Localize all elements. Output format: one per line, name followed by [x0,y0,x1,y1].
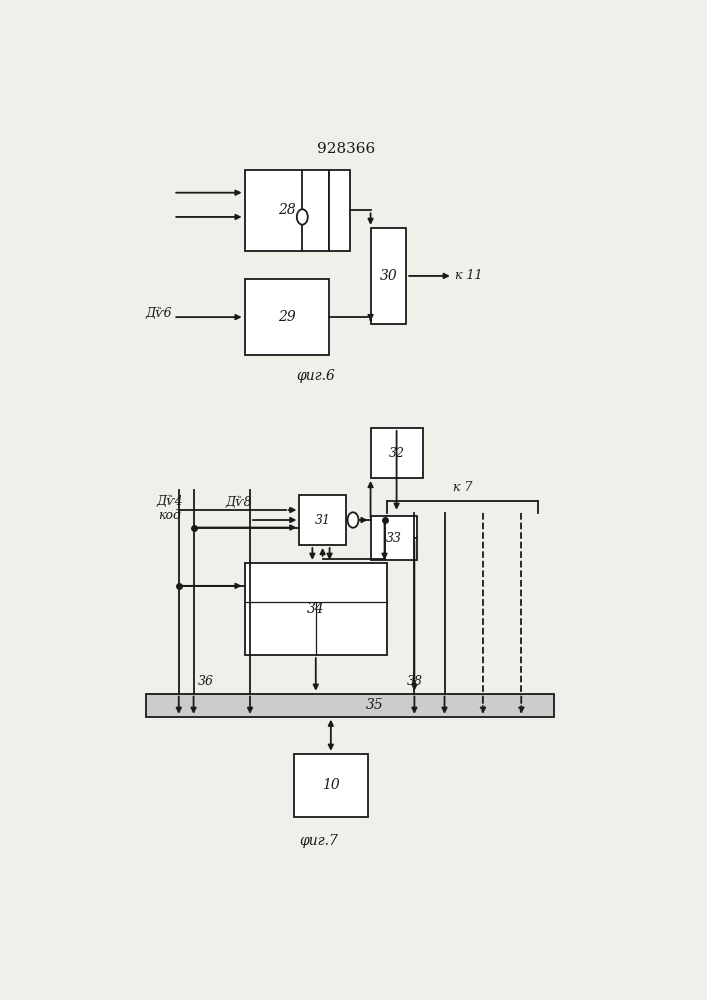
Text: к 11: к 11 [455,269,483,282]
Text: φиг.6: φиг.6 [296,369,335,383]
Text: 31: 31 [315,514,331,527]
Bar [370,228,407,324]
Text: Дѷ8: Дѷ8 [226,496,252,509]
Bar [245,563,387,655]
Text: 30: 30 [380,269,397,283]
Text: 28: 28 [278,203,296,217]
Text: Дѷ4: Дѷ4 [156,495,183,508]
Text: 35: 35 [366,698,383,712]
Text: 29: 29 [278,310,296,324]
Bar [245,170,329,251]
Text: 32: 32 [389,447,404,460]
Text: к 7: к 7 [452,481,472,494]
Text: 38: 38 [407,675,422,688]
Text: код: код [158,509,181,522]
Text: 33: 33 [386,532,402,545]
Text: 34: 34 [307,602,325,616]
Text: 36: 36 [198,675,214,688]
Circle shape [348,512,358,528]
Text: 10: 10 [322,778,339,792]
Circle shape [297,209,308,225]
Bar [370,516,417,560]
Bar [329,170,350,251]
Bar [294,754,368,817]
Text: φиг.7: φиг.7 [299,834,338,848]
Bar [245,279,329,355]
Bar [299,495,346,545]
Bar [146,694,554,717]
Text: Дѷ6: Дѷ6 [145,307,172,320]
Bar [370,428,423,478]
Text: 928366: 928366 [317,142,375,156]
